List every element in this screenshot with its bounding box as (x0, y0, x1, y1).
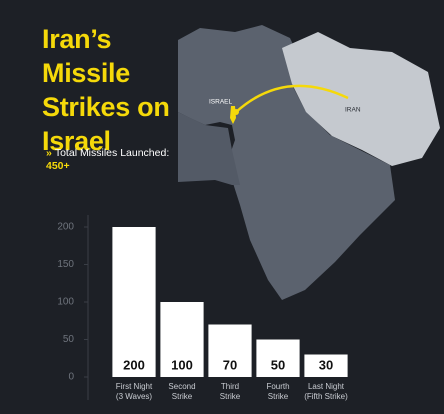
map-label: IRAN (345, 107, 361, 114)
x-tick-label: Third Strike (219, 382, 241, 401)
x-tick-label: First Night (3 Waves) (115, 382, 153, 401)
y-tick-label: 200 (57, 222, 74, 233)
value-label: 200 (123, 357, 145, 372)
strike-arc (235, 84, 349, 113)
value-label: 50 (271, 357, 285, 372)
value-label: 100 (171, 357, 193, 372)
value-label: 30 (319, 357, 333, 372)
subtitle-highlight: 450+ (46, 160, 70, 172)
y-tick-label: 150 (57, 259, 74, 270)
bullet: » (46, 147, 52, 159)
map-iran (282, 32, 440, 166)
subtitle: » Total Missiles Launched: 450+ (46, 147, 176, 173)
y-tick-label: 50 (63, 334, 75, 345)
bar (304, 354, 348, 377)
value-label: 70 (223, 357, 237, 372)
chart-title: Iran’s Missile Strikes on Israel (42, 24, 170, 156)
bar (112, 227, 156, 377)
x-tick-label: Fourth Strike (266, 382, 290, 401)
y-tick-label: 0 (68, 372, 74, 383)
map: ISRAEL IRAN (178, 25, 440, 300)
bar (160, 302, 204, 377)
subtitle-text: Total Missiles Launched: (54, 147, 170, 159)
map-label: ISRAEL (209, 99, 233, 106)
bar (256, 339, 300, 377)
x-tick-label: Last Night (Fifth Strike) (304, 382, 348, 401)
strike-origin (233, 109, 239, 115)
map-land (178, 112, 240, 185)
map-land (178, 25, 395, 300)
x-tick-label: Second Strike (168, 382, 196, 401)
bar (208, 324, 252, 377)
y-tick-label: 100 (57, 297, 74, 308)
